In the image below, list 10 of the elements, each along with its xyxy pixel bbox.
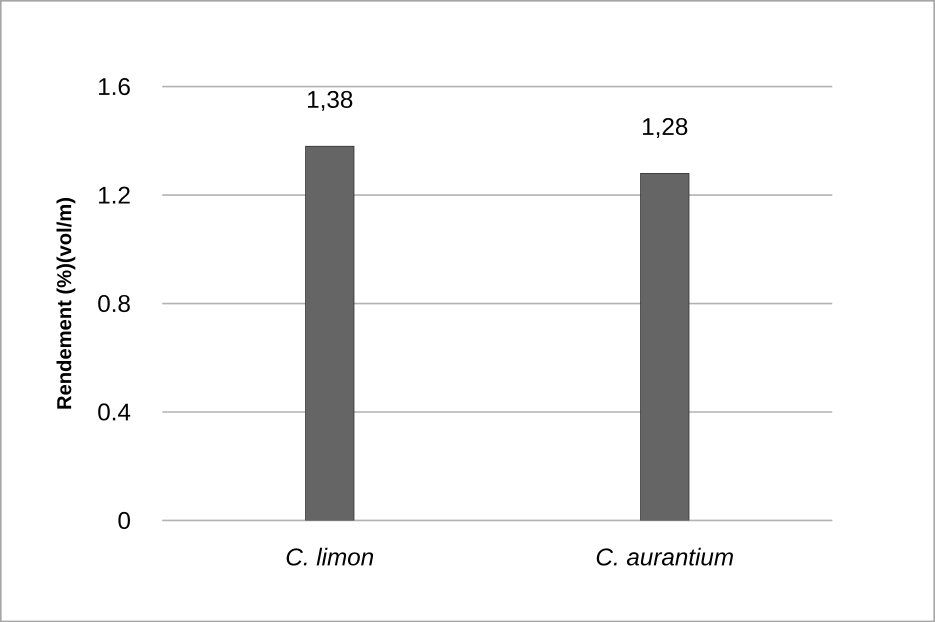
y-axis-title: Rendement (%)(vol/m) [56,198,76,409]
data-label: 1,38 [308,90,352,111]
y-tick-label: 0 [118,512,130,529]
data-label: 1,28 [643,118,688,138]
y-tick-label: 0.4 [98,403,130,420]
x-tick-label: C. limon [286,548,374,566]
y-tick-label: 1.6 [99,78,130,96]
y-tick-label: 1.2 [99,186,130,204]
x-tick-label: C. aurantium [596,548,733,566]
y-tick-label: 0.8 [98,294,130,312]
